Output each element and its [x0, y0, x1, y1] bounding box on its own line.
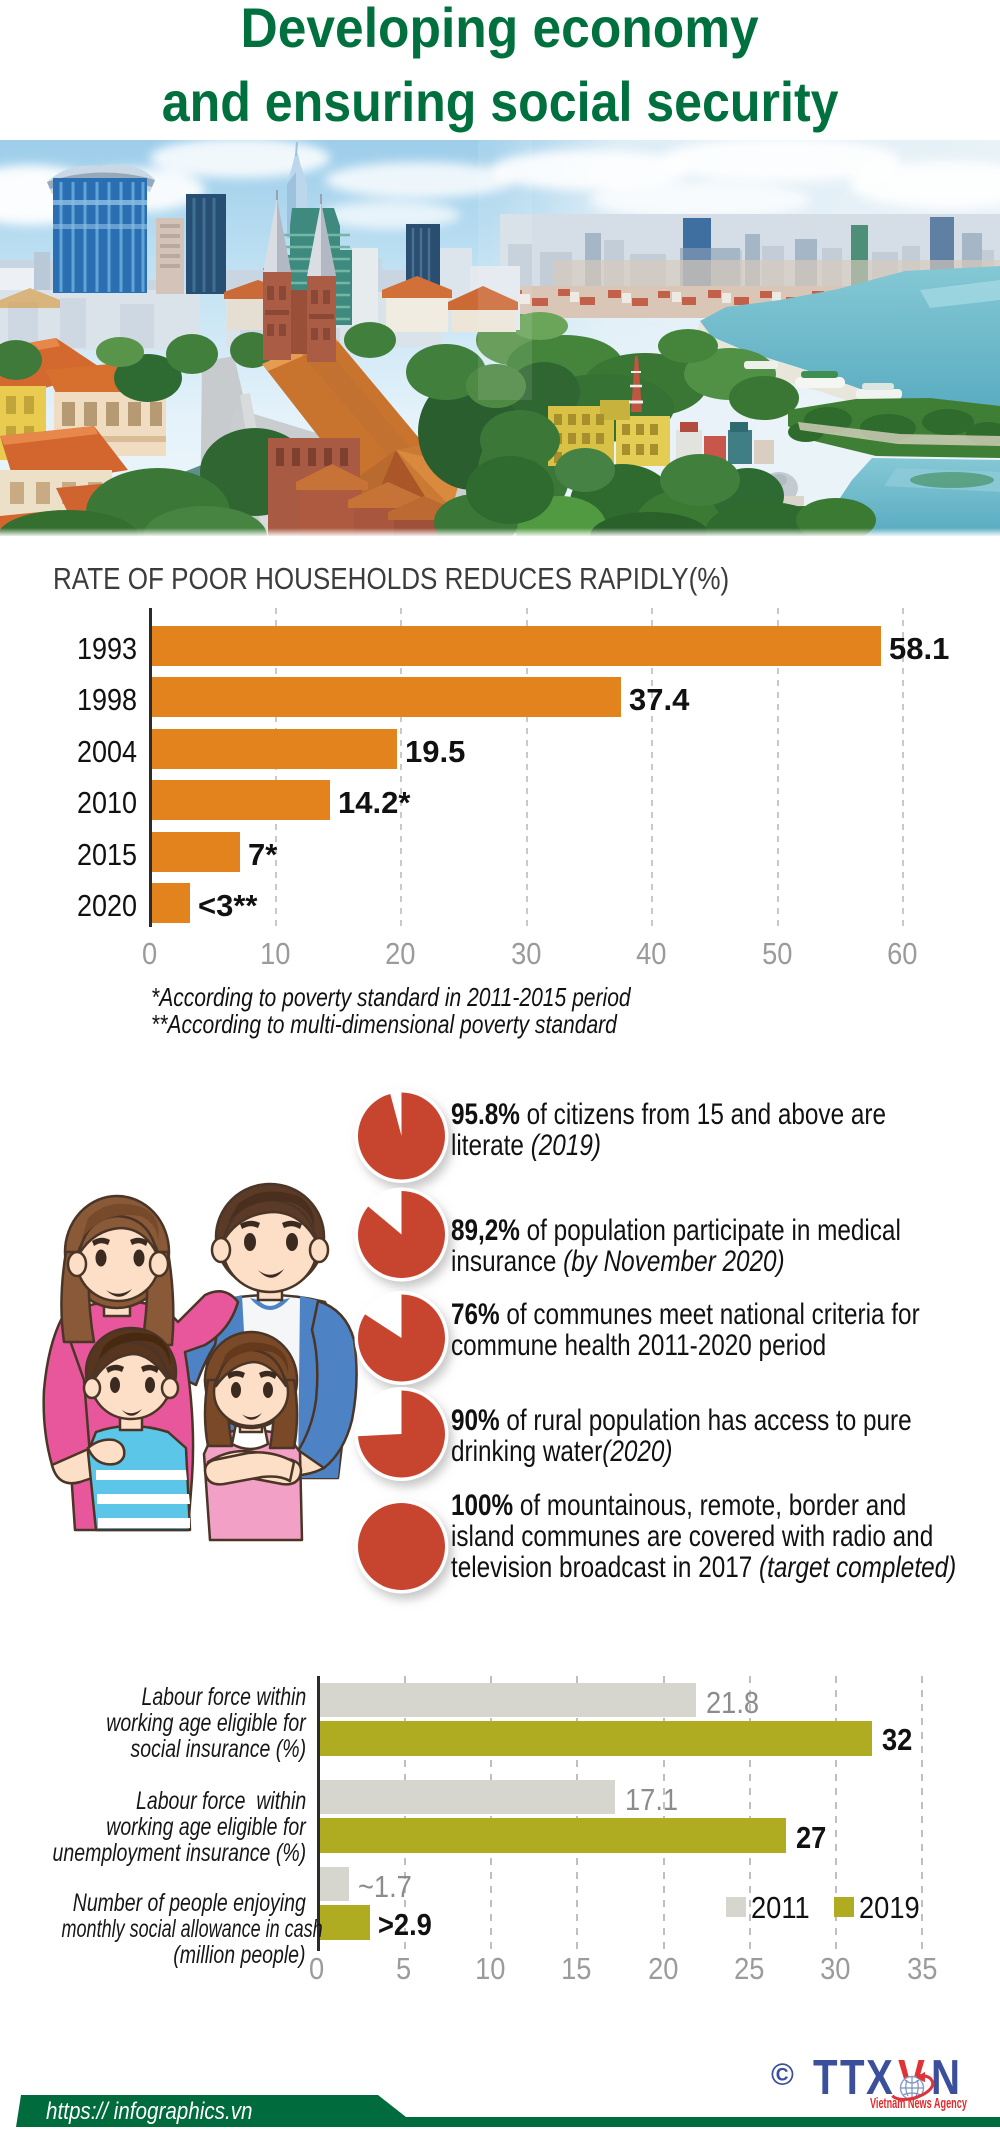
svg-text:X: X: [866, 2050, 893, 2105]
svg-text:T: T: [840, 2050, 865, 2105]
svg-text:T: T: [813, 2050, 838, 2105]
svg-text:©: ©: [771, 2057, 794, 2092]
svg-text:Vietnam News Agency: Vietnam News Agency: [870, 2095, 967, 2112]
svg-text:N: N: [931, 2050, 960, 2105]
